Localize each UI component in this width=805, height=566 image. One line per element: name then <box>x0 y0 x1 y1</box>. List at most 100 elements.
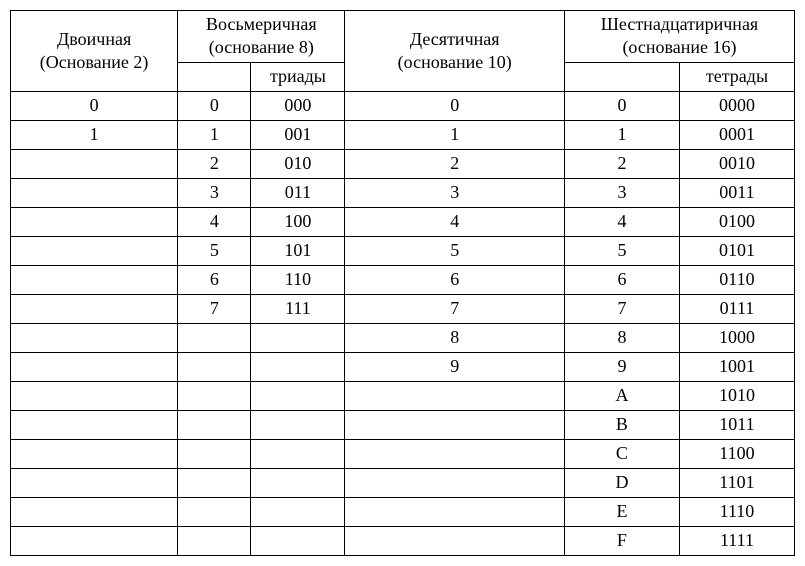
header-hex-sub1 <box>564 62 679 91</box>
cell-oct: 2 <box>178 149 251 178</box>
header-octal: Восьмеричная (основание 8) <box>178 11 345 63</box>
cell-tetrad: 0010 <box>679 149 794 178</box>
table-row: E1110 <box>11 497 795 526</box>
cell-oct <box>178 468 251 497</box>
cell-triad <box>251 352 345 381</box>
cell-hex: B <box>564 410 679 439</box>
header-hex-name: Шестнадцатиричная <box>601 14 758 34</box>
cell-oct <box>178 352 251 381</box>
cell-bin <box>11 526 178 555</box>
cell-oct: 5 <box>178 236 251 265</box>
header-hex-sub2: тетрады <box>679 62 794 91</box>
cell-tetrad: 1100 <box>679 439 794 468</box>
cell-triad: 101 <box>251 236 345 265</box>
cell-bin <box>11 439 178 468</box>
table-row: F1111 <box>11 526 795 555</box>
cell-hex: 1 <box>564 120 679 149</box>
cell-hex: C <box>564 439 679 468</box>
cell-tetrad: 0100 <box>679 207 794 236</box>
cell-triad: 111 <box>251 294 345 323</box>
cell-hex: A <box>564 381 679 410</box>
cell-triad: 001 <box>251 120 345 149</box>
cell-bin <box>11 497 178 526</box>
cell-triad: 000 <box>251 91 345 120</box>
table-row: C1100 <box>11 439 795 468</box>
cell-hex: 9 <box>564 352 679 381</box>
cell-bin <box>11 265 178 294</box>
header-octal-base: (основание 8) <box>209 37 314 57</box>
cell-triad <box>251 439 345 468</box>
cell-oct <box>178 526 251 555</box>
table-row: 4100440100 <box>11 207 795 236</box>
header-octal-sub1 <box>178 62 251 91</box>
cell-bin <box>11 381 178 410</box>
cell-bin <box>11 352 178 381</box>
cell-hex: E <box>564 497 679 526</box>
cell-oct: 1 <box>178 120 251 149</box>
cell-dec: 8 <box>345 323 565 352</box>
table-row: 3011330011 <box>11 178 795 207</box>
cell-bin <box>11 207 178 236</box>
cell-hex: 3 <box>564 178 679 207</box>
cell-oct: 6 <box>178 265 251 294</box>
cell-dec: 9 <box>345 352 565 381</box>
cell-hex: 8 <box>564 323 679 352</box>
cell-bin <box>11 294 178 323</box>
cell-tetrad: 1110 <box>679 497 794 526</box>
cell-oct: 4 <box>178 207 251 236</box>
table-header: Двоичная (Основание 2) Восьмеричная (осн… <box>11 11 795 92</box>
header-decimal-name: Десятичная <box>410 29 500 49</box>
cell-dec <box>345 526 565 555</box>
cell-tetrad: 0110 <box>679 265 794 294</box>
cell-hex: 4 <box>564 207 679 236</box>
cell-oct: 3 <box>178 178 251 207</box>
cell-dec: 1 <box>345 120 565 149</box>
cell-bin <box>11 149 178 178</box>
header-binary-name: Двоичная <box>57 29 131 49</box>
header-hex-base: (основание 16) <box>622 37 736 57</box>
table-row: 881000 <box>11 323 795 352</box>
cell-oct: 7 <box>178 294 251 323</box>
cell-dec: 7 <box>345 294 565 323</box>
cell-tetrad: 1111 <box>679 526 794 555</box>
cell-dec: 0 <box>345 91 565 120</box>
cell-hex: 5 <box>564 236 679 265</box>
cell-hex: F <box>564 526 679 555</box>
cell-triad: 010 <box>251 149 345 178</box>
table-row: A1010 <box>11 381 795 410</box>
table-row: 6110660110 <box>11 265 795 294</box>
cell-tetrad: 0001 <box>679 120 794 149</box>
header-hex: Шестнадцатиричная (основание 16) <box>564 11 794 63</box>
cell-dec <box>345 468 565 497</box>
cell-triad: 110 <box>251 265 345 294</box>
cell-dec <box>345 439 565 468</box>
cell-tetrad: 1000 <box>679 323 794 352</box>
cell-dec: 5 <box>345 236 565 265</box>
cell-dec <box>345 381 565 410</box>
cell-oct <box>178 497 251 526</box>
cell-bin: 1 <box>11 120 178 149</box>
cell-triad <box>251 323 345 352</box>
table-row: 00000000000 <box>11 91 795 120</box>
cell-triad: 100 <box>251 207 345 236</box>
cell-bin <box>11 410 178 439</box>
cell-bin <box>11 236 178 265</box>
cell-tetrad: 1011 <box>679 410 794 439</box>
cell-tetrad: 0111 <box>679 294 794 323</box>
cell-tetrad: 0101 <box>679 236 794 265</box>
cell-bin <box>11 178 178 207</box>
cell-oct <box>178 381 251 410</box>
cell-hex: 0 <box>564 91 679 120</box>
cell-dec: 3 <box>345 178 565 207</box>
header-binary: Двоичная (Основание 2) <box>11 11 178 92</box>
number-systems-table: Двоичная (Основание 2) Восьмеричная (осн… <box>10 10 795 556</box>
table-row: 2010220010 <box>11 149 795 178</box>
table-row: D1101 <box>11 468 795 497</box>
table-row: 5101550101 <box>11 236 795 265</box>
cell-oct <box>178 323 251 352</box>
cell-tetrad: 1001 <box>679 352 794 381</box>
table-row: 7111770111 <box>11 294 795 323</box>
cell-hex: D <box>564 468 679 497</box>
cell-triad <box>251 410 345 439</box>
cell-tetrad: 1101 <box>679 468 794 497</box>
